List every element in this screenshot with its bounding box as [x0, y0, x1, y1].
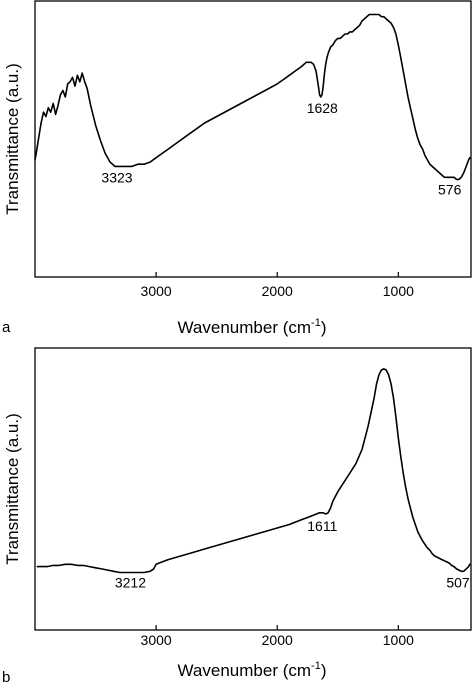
y-axis-label-a: Transmittance (a.u.): [3, 63, 22, 214]
peak-label-a-3323: 3323: [101, 169, 132, 185]
x-tick-label-b-2000: 2000: [262, 632, 293, 648]
peak-label-a-1628: 1628: [307, 100, 338, 116]
panel-label-a: a: [2, 319, 11, 336]
y-axis-label-b: Transmittance (a.u.): [3, 413, 22, 564]
chart-panel-b: 3000 2000 1000 3212 1611 507 Transmittance (…: [2, 347, 472, 686]
x-axis-label-b: Wavenumber (cm-1): [178, 660, 327, 680]
peak-label-a-576: 576: [438, 181, 462, 197]
x-tick-label-b-1000: 1000: [383, 632, 414, 648]
x-axis-ticks-a: 3000 2000 1000: [141, 272, 414, 299]
panel-label-b: b: [2, 669, 10, 686]
chart-panel-a: 3000 2000 1000 3323 1628 576 Transmittance (…: [2, 0, 472, 337]
peak-annotations-a: 3323 1628 576: [101, 100, 461, 197]
peak-annotations-b: 3212 1611 507: [115, 518, 470, 590]
x-axis-label-a: Wavenumber (cm-1): [178, 317, 327, 337]
peak-label-b-3212: 3212: [115, 574, 146, 590]
x-tick-label-a-2000: 2000: [262, 283, 293, 299]
x-tick-label-b-3000: 3000: [141, 632, 172, 648]
x-axis-ticks-b: 3000 2000 1000: [141, 625, 414, 648]
x-tick-label-a-1000: 1000: [383, 283, 414, 299]
spectrum-line-b: [36, 368, 471, 574]
spectrum-line-a: [34, 13, 471, 181]
plot-frame-b: [34, 347, 472, 631]
peak-label-b-1611: 1611: [307, 518, 337, 534]
peak-label-b-507: 507: [446, 574, 470, 590]
x-tick-label-a-3000: 3000: [141, 283, 172, 299]
plot-frame-a: [34, 0, 472, 278]
